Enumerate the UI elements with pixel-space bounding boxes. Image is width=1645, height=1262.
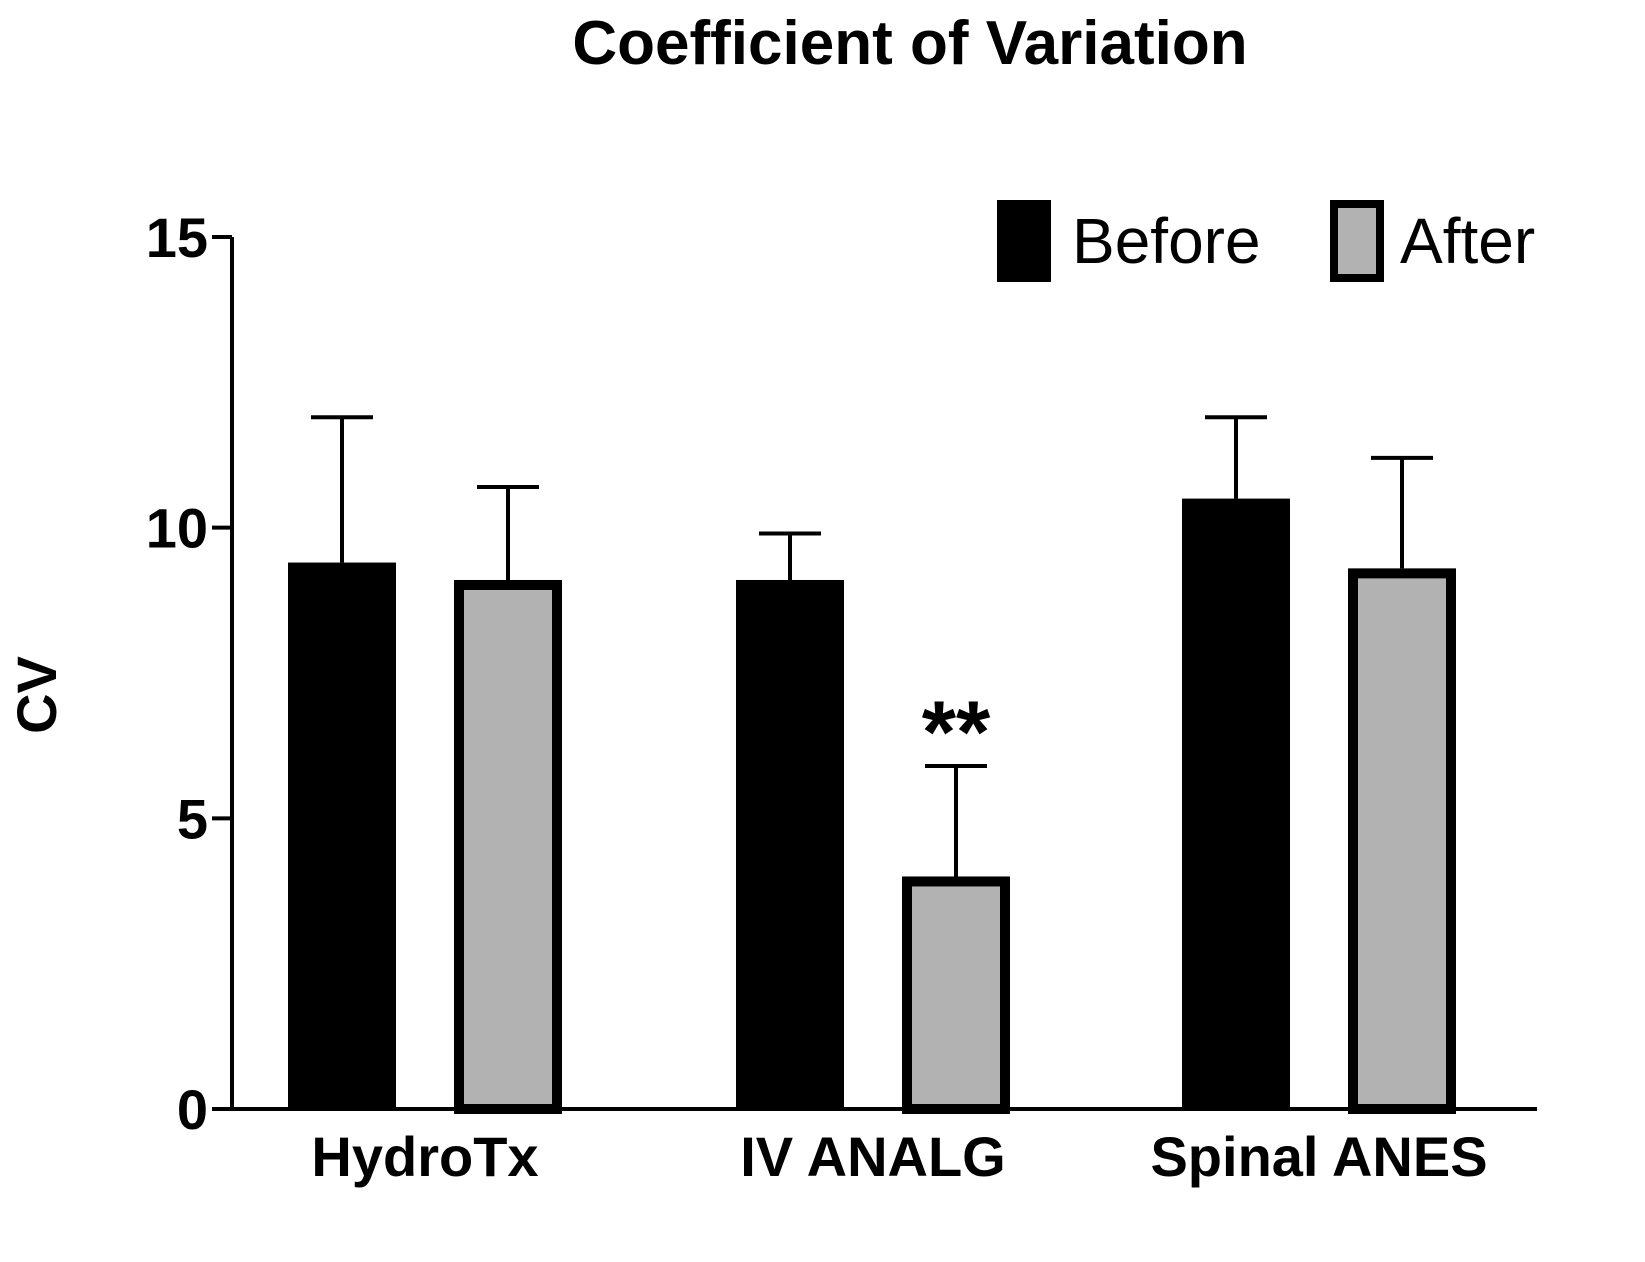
- legend-label-before: Before: [1072, 205, 1261, 277]
- x-tick-label-hydrotx: HydroTx: [311, 1125, 538, 1188]
- x-tick-label-iv-analg: IV ANALG: [740, 1125, 1005, 1188]
- significance-annotation: **: [922, 682, 991, 781]
- y-tick-label-15: 15: [146, 206, 208, 269]
- bar-before-hydrotx: [288, 562, 396, 1109]
- x-tick-label-spinal-anes: Spinal ANES: [1150, 1125, 1487, 1188]
- bar-after-hydrotx: [454, 579, 562, 1114]
- bar-after-spinal-anes: [1348, 568, 1456, 1114]
- y-tick-label-10: 10: [146, 497, 208, 560]
- chart-title: Coefficient of Variation: [572, 9, 1247, 78]
- y-tick-label-0: 0: [177, 1078, 208, 1141]
- y-tick-label-5: 5: [177, 787, 208, 850]
- legend: Before After: [997, 200, 1535, 282]
- y-axis-label: CV: [5, 656, 68, 734]
- legend-label-after: After: [1400, 205, 1535, 277]
- bar-before-iv-analg: [736, 579, 844, 1109]
- bar-before-spinal-anes: [1182, 498, 1290, 1110]
- bar-after-iv-analg: [902, 876, 1010, 1115]
- legend-swatch-before: [997, 200, 1051, 282]
- plot-area: 0 5 10 15 HydroTx IV ANALG Spinal ANES **: [146, 206, 1537, 1188]
- legend-swatch-after: [1330, 200, 1384, 282]
